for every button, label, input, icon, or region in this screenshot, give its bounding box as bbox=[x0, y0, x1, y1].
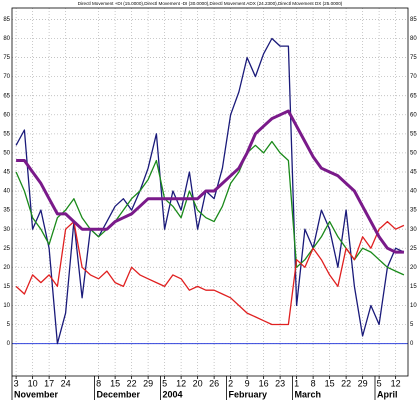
series-line bbox=[15, 37, 405, 345]
x-tick-label: 26 bbox=[209, 378, 219, 388]
x-tick-label: 8 bbox=[311, 378, 316, 388]
y-tick-label: 25 bbox=[3, 246, 10, 252]
x-tick-label: 5 bbox=[377, 378, 382, 388]
y-tick-label-right: 50 bbox=[410, 150, 417, 156]
y-tick-label: 65 bbox=[3, 93, 10, 99]
y-tick-label: 80 bbox=[3, 36, 10, 42]
y-tick-label: 15 bbox=[3, 284, 10, 290]
y-tick-label: 5 bbox=[7, 322, 11, 328]
y-tick-label: 55 bbox=[3, 131, 10, 137]
y-tick-label-right: 35 bbox=[410, 208, 417, 214]
x-tick-label: 29 bbox=[143, 378, 153, 388]
x-tick-label: 10 bbox=[28, 378, 38, 388]
x-tick-label: 20 bbox=[193, 378, 203, 388]
y-tick-label-right: 55 bbox=[410, 131, 417, 137]
x-tick-label: 17 bbox=[44, 378, 54, 388]
month-label: March bbox=[295, 389, 322, 399]
month-label: April bbox=[377, 389, 398, 399]
y-tick-label-right: 70 bbox=[410, 74, 417, 80]
y-tick-label: 85 bbox=[3, 17, 10, 23]
y-tick-label-right: 5 bbox=[410, 322, 414, 328]
y-tick-label: 20 bbox=[3, 265, 10, 271]
x-tick-label: 29 bbox=[358, 378, 368, 388]
x-tick-label: 5 bbox=[162, 378, 167, 388]
x-tick-label: 8 bbox=[96, 378, 101, 388]
series-line bbox=[15, 140, 405, 276]
month-label: 2004 bbox=[163, 389, 183, 399]
y-tick-label: 75 bbox=[3, 55, 10, 61]
x-tick-label: 23 bbox=[275, 378, 285, 388]
y-tick-label: 50 bbox=[3, 150, 10, 156]
y-tick-label-right: 45 bbox=[410, 170, 417, 176]
x-tick-label: 15 bbox=[110, 378, 120, 388]
y-tick-label: 70 bbox=[3, 74, 10, 80]
y-tick-label-right: 20 bbox=[410, 265, 417, 271]
y-tick-label-right: 40 bbox=[410, 189, 417, 195]
month-label: February bbox=[229, 389, 268, 399]
y-tick-label: 45 bbox=[3, 170, 10, 176]
y-tick-label: 60 bbox=[3, 112, 10, 118]
series-line bbox=[15, 220, 405, 326]
y-tick-label-right: 25 bbox=[410, 246, 417, 252]
x-tick-label: 3 bbox=[14, 378, 19, 388]
x-tick-label: 15 bbox=[325, 378, 335, 388]
y-tick-label-right: 85 bbox=[410, 17, 417, 23]
x-tick-label: 24 bbox=[61, 378, 71, 388]
month-label: December bbox=[97, 389, 141, 399]
month-label: November bbox=[14, 389, 59, 399]
y-tick-label: 30 bbox=[3, 227, 10, 233]
x-tick-label: 9 bbox=[245, 378, 250, 388]
x-tick-label: 12 bbox=[176, 378, 186, 388]
plot-frame bbox=[11, 7, 409, 377]
y-tick-label-right: 80 bbox=[410, 36, 417, 42]
y-tick-label: 40 bbox=[3, 189, 10, 195]
y-tick-label-right: 65 bbox=[410, 93, 417, 99]
y-tick-label-right: 0 bbox=[410, 341, 414, 347]
y-tick-label: 0 bbox=[7, 341, 11, 347]
chart-title: Directl Movement +DI (15.0000),Directl M… bbox=[78, 1, 343, 6]
series-line bbox=[16, 109, 404, 254]
x-tick-label: 22 bbox=[341, 378, 351, 388]
y-tick-label: 35 bbox=[3, 208, 10, 214]
x-tick-label: 16 bbox=[259, 378, 269, 388]
y-tick-label-right: 10 bbox=[410, 303, 417, 309]
x-tick-label: 22 bbox=[127, 378, 137, 388]
y-tick-label-right: 30 bbox=[410, 227, 417, 233]
y-tick-label-right: 75 bbox=[410, 55, 417, 61]
x-tick-label: 1 bbox=[294, 378, 299, 388]
y-tick-label-right: 15 bbox=[410, 284, 417, 290]
x-tick-label: 2 bbox=[228, 378, 233, 388]
y-tick-label: 10 bbox=[3, 303, 10, 309]
y-tick-label-right: 60 bbox=[410, 112, 417, 118]
x-tick-label: 12 bbox=[391, 378, 401, 388]
